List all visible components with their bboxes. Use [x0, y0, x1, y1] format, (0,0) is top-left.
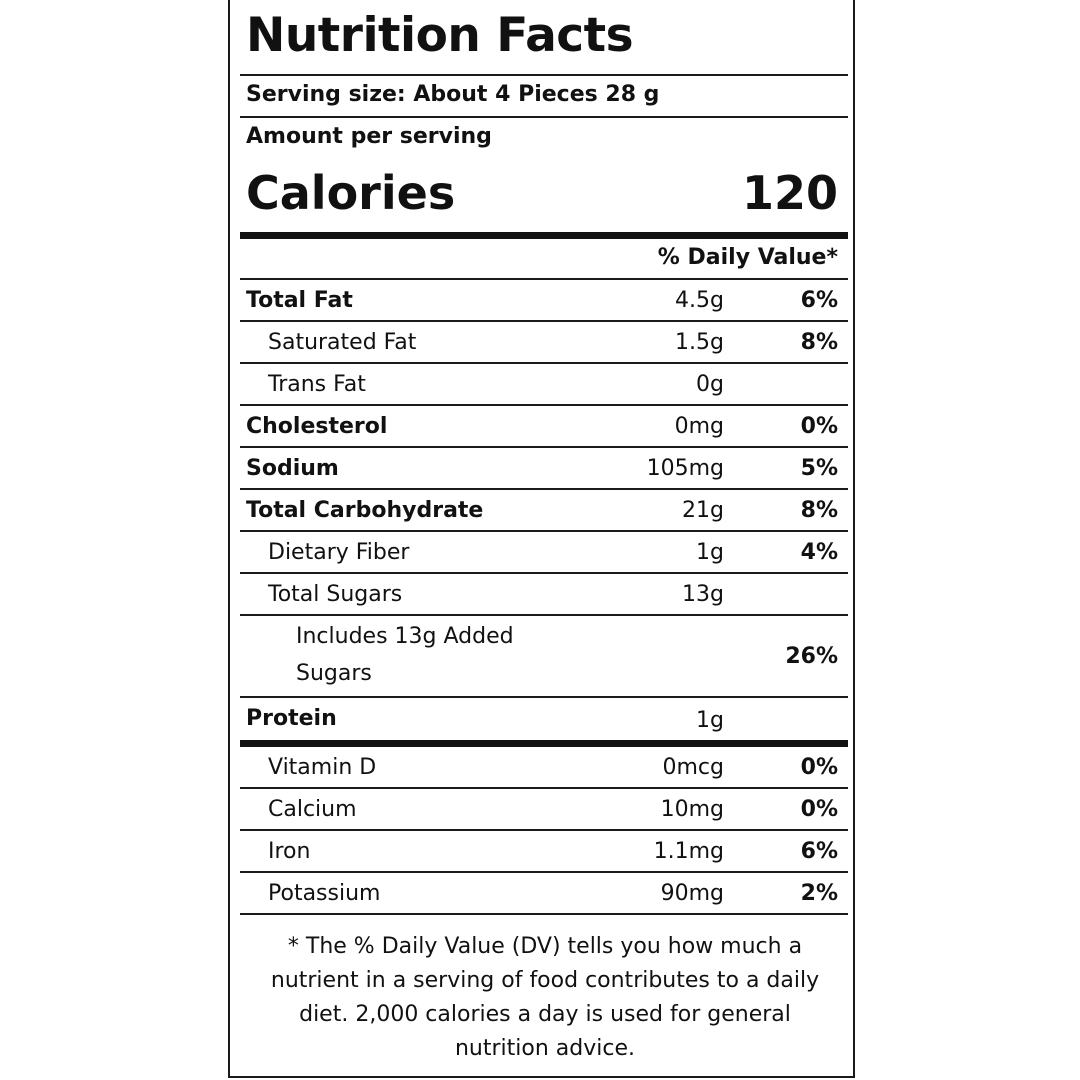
nutrient-row-protein: Protein 1g [240, 698, 848, 740]
nutrient-name: Protein [246, 706, 337, 731]
nutrient-row-trans-fat: Trans Fat 0g [240, 364, 848, 406]
divider [240, 74, 848, 76]
nutrient-row-cholesterol: Cholesterol 0mg 0% [240, 406, 848, 448]
nutrient-name: Includes 13g Added Sugars [296, 624, 514, 686]
nutrient-name: Trans Fat [268, 372, 366, 397]
nutrient-daily-value: 8% [800, 330, 838, 355]
calories-value: 120 [741, 166, 838, 220]
vitamin-row-vitamin-d: Vitamin D 0mcg 0% [240, 747, 848, 789]
nutrient-amount: 0g [696, 372, 724, 397]
vitamin-daily-value: 6% [800, 839, 838, 864]
nutrient-name: Total Fat [246, 288, 353, 313]
vitamin-name: Iron [268, 839, 311, 864]
divider [240, 278, 848, 280]
nutrient-row-total-fat: Total Fat 4.5g 6% [240, 280, 848, 322]
nutrient-amount: 1.5g [675, 330, 724, 355]
nutrient-row-total-carbohydrate: Total Carbohydrate 21g 8% [240, 490, 848, 532]
nutrient-row-dietary-fiber: Dietary Fiber 1g 4% [240, 532, 848, 574]
vitamin-name: Vitamin D [268, 755, 377, 780]
nutrient-daily-value: 8% [800, 498, 838, 523]
nutrient-name: Dietary Fiber [268, 540, 410, 565]
nutrient-amount: 105mg [646, 456, 724, 481]
nutrient-daily-value: 5% [800, 456, 838, 481]
nutrient-amount: 21g [682, 498, 724, 523]
daily-value-header: % Daily Value* [657, 245, 838, 270]
nutrition-facts-panel: Nutrition Facts Serving size: About 4 Pi… [228, 0, 855, 1078]
vitamin-name: Calcium [268, 797, 357, 822]
vitamin-name: Potassium [268, 881, 381, 906]
vitamin-amount: 10mg [660, 797, 724, 822]
nutrient-name: Cholesterol [246, 414, 388, 439]
vitamin-amount: 0mcg [662, 755, 725, 780]
thick-divider [240, 740, 848, 747]
nutrient-amount: 1g [696, 540, 724, 565]
nutrient-amount: 1g [696, 708, 724, 733]
nutrient-daily-value: 4% [800, 540, 838, 565]
nutrient-name: Sodium [246, 456, 339, 481]
amount-per-serving: Amount per serving [246, 124, 492, 149]
label-title: Nutrition Facts [246, 8, 634, 63]
nutrient-name: Total Carbohydrate [246, 498, 484, 523]
nutrient-name: Saturated Fat [268, 330, 417, 355]
vitamin-amount: 90mg [660, 881, 724, 906]
thick-divider [240, 232, 848, 239]
nutrient-daily-value: 6% [800, 288, 838, 313]
vitamin-amount: 1.1mg [653, 839, 724, 864]
nutrient-row-saturated-fat: Saturated Fat 1.5g 8% [240, 322, 848, 364]
vitamin-row-potassium: Potassium 90mg 2% [240, 873, 848, 915]
calories-label: Calories [246, 166, 456, 220]
daily-value-footnote: * The % Daily Value (DV) tells you how m… [270, 934, 820, 1061]
vitamin-row-calcium: Calcium 10mg 0% [240, 789, 848, 831]
divider [240, 116, 848, 118]
nutrient-name: Total Sugars [268, 582, 403, 607]
nutrient-row-sodium: Sodium 105mg 5% [240, 448, 848, 490]
vitamin-daily-value: 0% [800, 755, 838, 780]
nutrient-daily-value: 0% [800, 414, 838, 439]
vitamin-daily-value: 0% [800, 797, 838, 822]
nutrient-row-added-sugars: Includes 13g Added Sugars 26% [240, 616, 848, 698]
nutrient-amount: 4.5g [675, 288, 724, 313]
nutrient-row-total-sugars: Total Sugars 13g [240, 574, 848, 616]
nutrient-amount: 0mg [674, 414, 724, 439]
nutrient-amount: 13g [682, 582, 724, 607]
serving-size: Serving size: About 4 Pieces 28 g [246, 82, 660, 107]
vitamin-daily-value: 2% [800, 881, 838, 906]
nutrient-daily-value: 26% [785, 644, 838, 669]
vitamin-row-iron: Iron 1.1mg 6% [240, 831, 848, 873]
